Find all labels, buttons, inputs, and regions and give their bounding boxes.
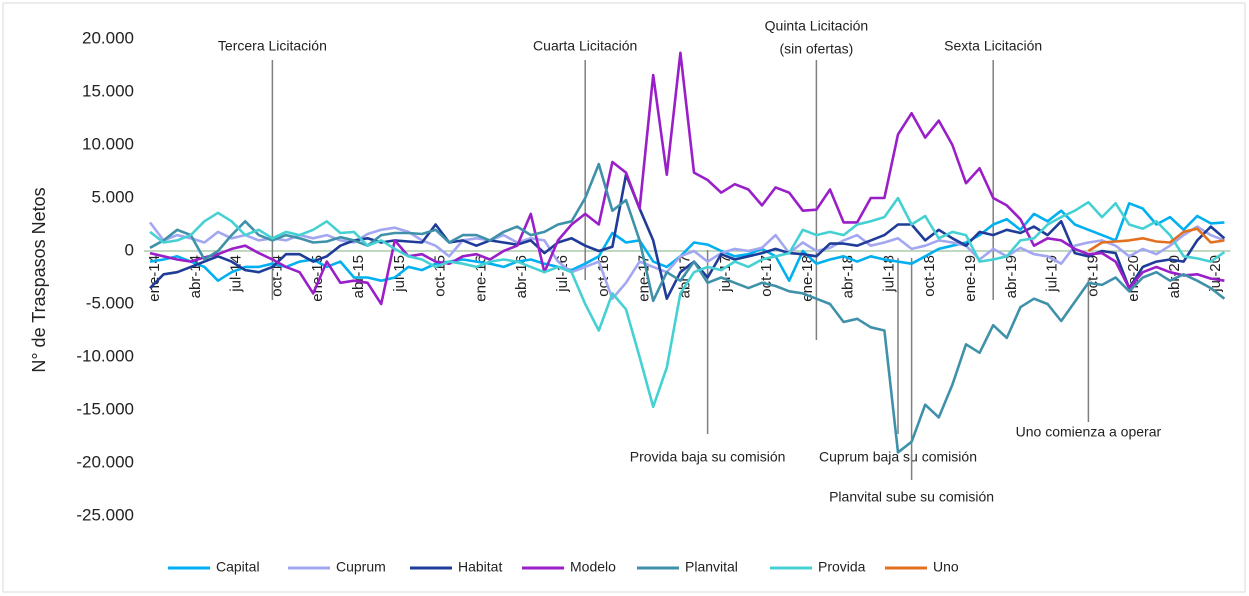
- x-tick-label: jul-14: [228, 255, 245, 293]
- legend-label: Uno: [933, 559, 959, 575]
- series-line: [149, 196, 1226, 409]
- x-tick-label: abr-18: [840, 255, 857, 298]
- series-line: [148, 221, 1225, 300]
- x-tick-label: abr-20: [1166, 255, 1183, 298]
- x-tick-label: oct-18: [921, 255, 938, 297]
- x-tick-label: oct-19: [1084, 255, 1101, 297]
- annotation-text: Quinta Licitación: [765, 18, 869, 34]
- legend-label: Capital: [216, 559, 260, 575]
- annotation-text: Cuprum baja su comisión: [819, 449, 977, 465]
- legend-label: Modelo: [570, 559, 616, 575]
- annotation-text: Sexta Licitación: [944, 38, 1042, 54]
- series-line: [149, 162, 1226, 454]
- annotation-text: Planvital sube su comisión: [829, 489, 994, 505]
- annotation-text: Provida baja su comisión: [630, 449, 786, 465]
- x-tick-label: ene-20: [1125, 255, 1142, 302]
- annotation-text: Uno comienza a operar: [1016, 424, 1162, 440]
- x-tick-label: jul-17: [717, 255, 734, 293]
- y-tick-label: -20.000: [76, 452, 134, 471]
- x-tick-label: abr-19: [1003, 255, 1020, 298]
- x-tick-label: jul-19: [1044, 255, 1061, 293]
- x-tick-label: ene-19: [962, 255, 979, 302]
- x-tick-label: ene-18: [799, 255, 816, 302]
- legend-label: Habitat: [458, 559, 502, 575]
- y-tick-label: -15.000: [76, 399, 134, 418]
- series-line: [149, 51, 1225, 306]
- x-tick-label: jul-20: [1207, 255, 1224, 293]
- x-tick-label: jul-18: [880, 255, 897, 293]
- legend-label: Provida: [818, 559, 866, 575]
- y-tick-label: 10.000: [82, 134, 134, 153]
- annotation-text: Cuarta Licitación: [533, 38, 637, 54]
- series-line: [149, 173, 1226, 300]
- y-tick-label: -5.000: [86, 293, 134, 312]
- y-tick-label: 5.000: [91, 187, 134, 206]
- x-tick-label: jul-16: [554, 255, 571, 293]
- y-tick-label: -25.000: [76, 505, 134, 524]
- annotation-text: Tercera Licitación: [218, 38, 327, 54]
- annotation-text: (sin ofertas): [779, 41, 853, 57]
- y-tick-label: 0: [125, 240, 134, 259]
- y-tick-label: 15.000: [82, 81, 134, 100]
- series-line: [1087, 227, 1225, 253]
- x-tick-label: ene-17: [636, 255, 653, 302]
- legend-label: Planvital: [685, 559, 738, 575]
- legend-label: Cuprum: [336, 559, 386, 575]
- y-tick-label: 20.000: [82, 28, 134, 47]
- y-tick-label: -10.000: [76, 346, 134, 365]
- x-tick-label: ene-14: [146, 255, 163, 302]
- y-axis-title: N° de Traspasos Netos: [29, 187, 49, 372]
- x-tick-label: oct-17: [758, 255, 775, 297]
